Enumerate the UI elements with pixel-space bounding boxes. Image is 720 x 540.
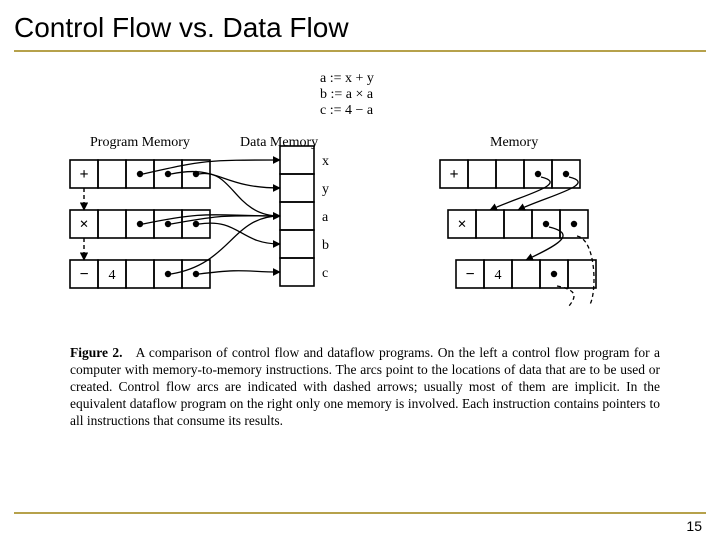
slide-title: Control Flow vs. Data Flow — [0, 0, 720, 50]
svg-text:Memory: Memory — [490, 135, 538, 150]
page-number: 15 — [686, 518, 702, 534]
svg-text:c := 4 − a: c := 4 − a — [320, 103, 374, 118]
svg-text:×: × — [457, 216, 466, 233]
caption-label: Figure 2. — [70, 345, 122, 360]
top-rule — [14, 50, 706, 52]
svg-text:a := x + y: a := x + y — [320, 71, 374, 86]
svg-text:×: × — [79, 216, 88, 233]
figure-caption: Figure 2. A comparison of control flow a… — [70, 345, 660, 429]
svg-text:b: b — [322, 238, 329, 253]
svg-text:a: a — [322, 210, 329, 225]
svg-text:4: 4 — [109, 268, 116, 283]
svg-text:Program Memory: Program Memory — [90, 135, 190, 150]
svg-text:+: + — [449, 166, 458, 183]
svg-text:Data Memory: Data Memory — [240, 135, 318, 150]
svg-text:x: x — [322, 154, 329, 169]
svg-text:4: 4 — [495, 268, 502, 283]
svg-text:−: − — [79, 266, 88, 283]
caption-text: A comparison of control flow and dataflo… — [70, 345, 660, 428]
svg-text:b := a × a: b := a × a — [320, 87, 374, 102]
svg-text:c: c — [322, 266, 328, 281]
svg-text:y: y — [322, 182, 329, 197]
diagram-svg: a := x + yb := a × ac := 4 − a Program Me… — [60, 70, 660, 340]
bottom-rule — [14, 512, 706, 514]
svg-text:−: − — [465, 266, 474, 283]
svg-text:+: + — [79, 166, 88, 183]
